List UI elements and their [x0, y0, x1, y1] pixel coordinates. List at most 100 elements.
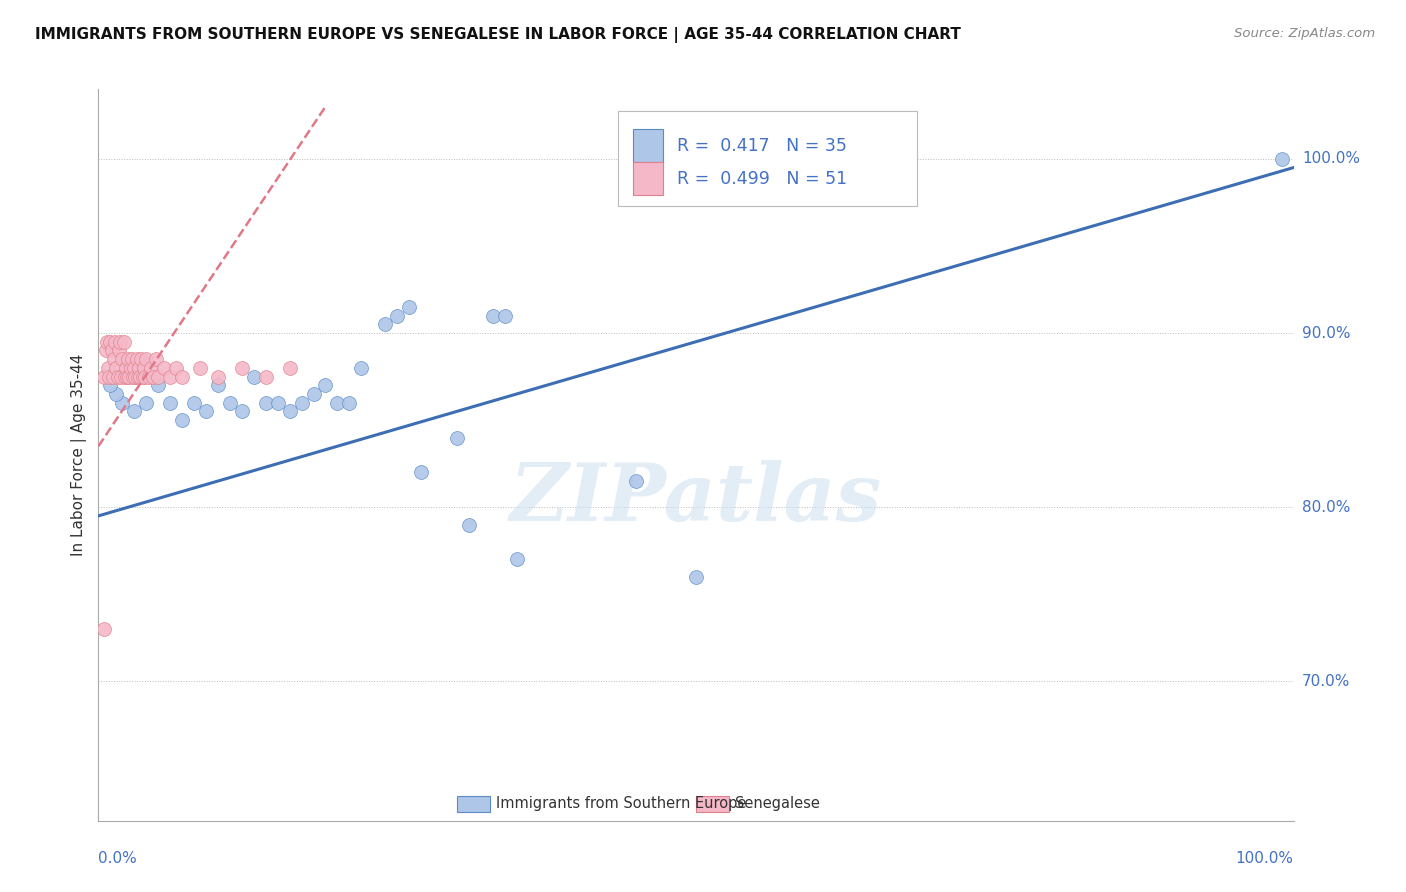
- Point: [125, 352, 148, 367]
- Point: [153, 360, 176, 375]
- Bar: [696, 796, 730, 812]
- Point: [138, 369, 160, 384]
- Point: [385, 309, 409, 323]
- Point: [110, 369, 132, 384]
- Point: [124, 404, 146, 418]
- Point: [131, 369, 153, 384]
- Point: [302, 387, 325, 401]
- Text: 100.0%: 100.0%: [1236, 851, 1294, 866]
- Point: [98, 378, 122, 392]
- Point: [93, 369, 115, 384]
- Text: Immigrants from Southern Europe: Immigrants from Southern Europe: [496, 797, 747, 812]
- Point: [188, 360, 211, 375]
- Point: [93, 622, 115, 636]
- Point: [165, 360, 187, 375]
- Point: [243, 369, 266, 384]
- Point: [506, 552, 529, 566]
- Bar: [633, 129, 662, 162]
- Point: [107, 369, 129, 384]
- Text: IMMIGRANTS FROM SOUTHERN EUROPE VS SENEGALESE IN LABOR FORCE | AGE 35-44 CORRELA: IMMIGRANTS FROM SOUTHERN EUROPE VS SENEG…: [35, 27, 962, 43]
- Point: [128, 360, 150, 375]
- Text: Senegalese: Senegalese: [735, 797, 820, 812]
- Point: [350, 360, 373, 375]
- Point: [103, 352, 125, 367]
- Bar: [619, 112, 917, 206]
- Point: [195, 404, 218, 418]
- Point: [219, 395, 242, 409]
- Point: [172, 413, 194, 427]
- Point: [685, 570, 707, 584]
- Point: [111, 395, 134, 409]
- Point: [326, 395, 349, 409]
- Text: R =  0.417   N = 35: R = 0.417 N = 35: [676, 136, 846, 155]
- Point: [97, 360, 120, 375]
- Point: [207, 378, 229, 392]
- Point: [139, 360, 162, 375]
- Point: [122, 369, 145, 384]
- Point: [339, 395, 361, 409]
- Point: [118, 369, 141, 384]
- Point: [231, 360, 253, 375]
- Point: [411, 466, 433, 480]
- Point: [115, 360, 138, 375]
- Text: R =  0.499   N = 51: R = 0.499 N = 51: [676, 169, 846, 188]
- Point: [100, 343, 122, 358]
- Point: [124, 369, 146, 384]
- Point: [98, 334, 122, 349]
- Point: [108, 334, 131, 349]
- Point: [1271, 152, 1294, 166]
- Point: [291, 395, 314, 409]
- Point: [127, 369, 149, 384]
- Point: [148, 369, 170, 384]
- Text: 70.0%: 70.0%: [1302, 673, 1350, 689]
- Point: [94, 343, 117, 358]
- Point: [278, 404, 301, 418]
- Point: [105, 387, 128, 401]
- Point: [107, 343, 129, 358]
- Point: [207, 369, 229, 384]
- Bar: [633, 162, 662, 195]
- Point: [374, 318, 396, 332]
- Point: [120, 360, 142, 375]
- Point: [135, 395, 157, 409]
- Point: [481, 309, 505, 323]
- Point: [458, 517, 481, 532]
- Point: [121, 352, 143, 367]
- Point: [254, 395, 277, 409]
- Point: [129, 369, 152, 384]
- Point: [626, 474, 648, 488]
- Point: [267, 395, 290, 409]
- Point: [231, 404, 253, 418]
- Point: [278, 360, 301, 375]
- Point: [159, 395, 181, 409]
- Text: ZIPatlas: ZIPatlas: [510, 460, 882, 538]
- Point: [101, 369, 124, 384]
- Point: [145, 352, 167, 367]
- Point: [148, 378, 170, 392]
- Point: [135, 352, 157, 367]
- Point: [111, 352, 134, 367]
- Point: [494, 309, 516, 323]
- Text: 0.0%: 0.0%: [98, 851, 138, 866]
- Point: [254, 369, 277, 384]
- Text: 80.0%: 80.0%: [1302, 500, 1350, 515]
- Point: [132, 360, 155, 375]
- Point: [172, 369, 194, 384]
- Point: [142, 369, 165, 384]
- Text: 100.0%: 100.0%: [1302, 152, 1360, 167]
- Point: [398, 300, 420, 314]
- Point: [104, 334, 127, 349]
- Point: [117, 352, 139, 367]
- Point: [114, 369, 136, 384]
- Point: [131, 352, 153, 367]
- Text: 90.0%: 90.0%: [1302, 326, 1350, 341]
- Point: [96, 334, 118, 349]
- Point: [159, 369, 181, 384]
- Point: [446, 430, 468, 444]
- Point: [115, 369, 138, 384]
- Point: [98, 369, 121, 384]
- Point: [315, 378, 337, 392]
- Point: [112, 334, 135, 349]
- Point: [105, 360, 128, 375]
- Point: [134, 369, 156, 384]
